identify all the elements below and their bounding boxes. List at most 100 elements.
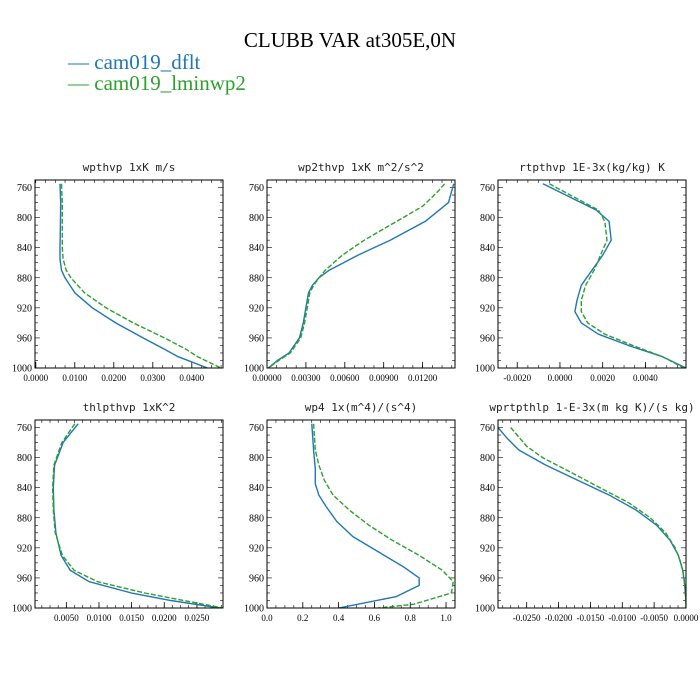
x-tick-label: 0.4 bbox=[333, 613, 345, 623]
panel-frame bbox=[34, 419, 224, 609]
y-tick-label: 1000 bbox=[475, 604, 495, 615]
y-tick-label: 840 bbox=[249, 243, 264, 254]
x-tick-label: 1.0 bbox=[440, 613, 452, 623]
series-line-lminwp2 bbox=[548, 183, 685, 368]
x-tick-label: 0.0250 bbox=[185, 613, 210, 623]
x-tick-label: 0.01200 bbox=[408, 373, 438, 383]
y-tick-label: 760 bbox=[480, 423, 495, 434]
x-tick-label: 0.0150 bbox=[119, 613, 144, 623]
panel-title: wp2thvp 1xK m^2/s^2 bbox=[298, 161, 424, 174]
series-line-lminwp2 bbox=[510, 427, 686, 608]
panel-frame bbox=[34, 179, 224, 369]
series-line-dflt bbox=[542, 183, 686, 368]
y-tick-label: 880 bbox=[17, 273, 32, 284]
legend-label-lminwp2: cam019_lminwp2 bbox=[94, 71, 246, 95]
y-tick-label: 880 bbox=[249, 273, 264, 284]
panel-4: wp4 1x(m^4)/(s^4)76080084088092096010000… bbox=[244, 401, 456, 623]
y-tick-label: 960 bbox=[17, 333, 32, 344]
series-line-dflt bbox=[498, 427, 686, 608]
x-tick-label: 0.00900 bbox=[369, 373, 399, 383]
x-tick-label: 0.00300 bbox=[291, 373, 321, 383]
x-tick-label: 0.0050 bbox=[54, 613, 79, 623]
panel-3: thlpthvp 1xK^2 760 800 840 880 920 960 1000 0.00… bbox=[12, 401, 224, 623]
y-tick-label: 840 bbox=[480, 243, 495, 254]
panel-title: rtpthvp 1E-3x(kg/kg) K bbox=[519, 161, 665, 174]
y-tick-label: 960 bbox=[17, 573, 32, 584]
series-line-lminwp2 bbox=[60, 183, 222, 368]
y-tick-label: 920 bbox=[17, 303, 32, 314]
x-tick-label: 0.0300 bbox=[140, 373, 165, 383]
y-tick-label: 840 bbox=[17, 243, 32, 254]
x-tick-label: -0.0050 bbox=[640, 613, 668, 623]
x-tick-label: 0.8 bbox=[405, 613, 417, 623]
panel-0: wpthvp 1xK m/s 760 800 840 880 920 960 10000.00… bbox=[12, 161, 224, 383]
panel-frame bbox=[497, 179, 687, 369]
x-tick-label: 0.0000 bbox=[548, 373, 573, 383]
legend-line-dflt: — bbox=[68, 50, 89, 74]
series-line-lminwp2 bbox=[312, 423, 454, 608]
x-tick-label: 0.0100 bbox=[62, 373, 87, 383]
y-tick-label: 960 bbox=[480, 333, 495, 344]
y-tick-label: 760 bbox=[249, 183, 264, 194]
y-tick-label: 800 bbox=[17, 453, 32, 464]
y-tick-label: 1000 bbox=[244, 604, 264, 615]
y-tick-label: 960 bbox=[249, 573, 264, 584]
y-tick-label: 880 bbox=[480, 273, 495, 284]
y-tick-label: 800 bbox=[249, 453, 264, 464]
x-tick-label: -0.0200 bbox=[545, 613, 573, 623]
legend-label-dflt: cam019_dflt bbox=[94, 50, 201, 74]
x-tick-label: 0.2 bbox=[297, 613, 308, 623]
panel-1: wp2thvp 1xK m^2/s^2 760 800 840 880 920 960 100… bbox=[244, 161, 456, 383]
x-tick-label: 0.0200 bbox=[152, 613, 177, 623]
y-tick-label: 1000 bbox=[12, 364, 32, 375]
x-tick-label: 0.0040 bbox=[633, 373, 658, 383]
panel-title: wprtpthlp 1-E-3x(m kg K)/(s kg) bbox=[489, 401, 694, 414]
panel-frame bbox=[266, 179, 456, 369]
y-tick-label: 840 bbox=[17, 483, 32, 494]
x-tick-label: 0.0 bbox=[261, 613, 273, 623]
x-tick-label: 0.0200 bbox=[101, 373, 126, 383]
x-tick-label: 0.6 bbox=[369, 613, 381, 623]
y-tick-label: 960 bbox=[249, 333, 264, 344]
y-tick-label: 1000 bbox=[244, 364, 264, 375]
y-tick-label: 920 bbox=[480, 303, 495, 314]
y-tick-label: 760 bbox=[480, 183, 495, 194]
y-tick-label: 1000 bbox=[12, 604, 32, 615]
panel-frame bbox=[266, 419, 456, 609]
y-tick-label: 760 bbox=[17, 423, 32, 434]
legend-line-lminwp2: — bbox=[68, 71, 89, 95]
y-tick-label: 960 bbox=[480, 573, 495, 584]
y-tick-label: 880 bbox=[480, 513, 495, 524]
legend-item-dflt: — cam019_dflt bbox=[68, 50, 200, 75]
y-tick-label: 920 bbox=[249, 303, 264, 314]
y-tick-label: 920 bbox=[480, 543, 495, 554]
panel-frame bbox=[497, 419, 687, 609]
y-tick-label: 840 bbox=[249, 483, 264, 494]
x-tick-label: 0.0000 bbox=[674, 613, 699, 623]
y-tick-label: 800 bbox=[480, 453, 495, 464]
panel-title: wpthvp 1xK m/s bbox=[83, 161, 176, 174]
series-line-dflt bbox=[267, 183, 455, 368]
y-tick-label: 1000 bbox=[475, 364, 495, 375]
x-tick-label: -0.0150 bbox=[577, 613, 605, 623]
y-tick-label: 800 bbox=[249, 213, 264, 224]
y-tick-label: 800 bbox=[17, 213, 32, 224]
y-tick-label: 880 bbox=[17, 513, 32, 524]
series-line-lminwp2 bbox=[51, 423, 223, 608]
panel-2: rtpthvp 1E-3x(kg/kg) K 760 800 840 880 920 960… bbox=[475, 161, 687, 383]
y-tick-label: 840 bbox=[480, 483, 495, 494]
x-tick-label: 0.0400 bbox=[179, 373, 204, 383]
y-tick-label: 760 bbox=[17, 183, 32, 194]
x-tick-label: 0.00600 bbox=[330, 373, 360, 383]
x-tick-label: 0.0000 bbox=[23, 373, 48, 383]
y-tick-label: 920 bbox=[17, 543, 32, 554]
x-tick-label: 0.0020 bbox=[590, 373, 615, 383]
series-line-lminwp2 bbox=[267, 183, 446, 368]
y-tick-label: 880 bbox=[249, 513, 264, 524]
y-tick-label: 760 bbox=[249, 423, 264, 434]
figure-title: CLUBB VAR at305E,0N bbox=[243, 28, 457, 52]
x-tick-label: 0.0100 bbox=[87, 613, 112, 623]
series-line-dflt bbox=[59, 183, 208, 368]
panel-5: wprtpthlp 1-E-3x(m kg K)/(s kg) 760 800 840… bbox=[475, 401, 699, 623]
